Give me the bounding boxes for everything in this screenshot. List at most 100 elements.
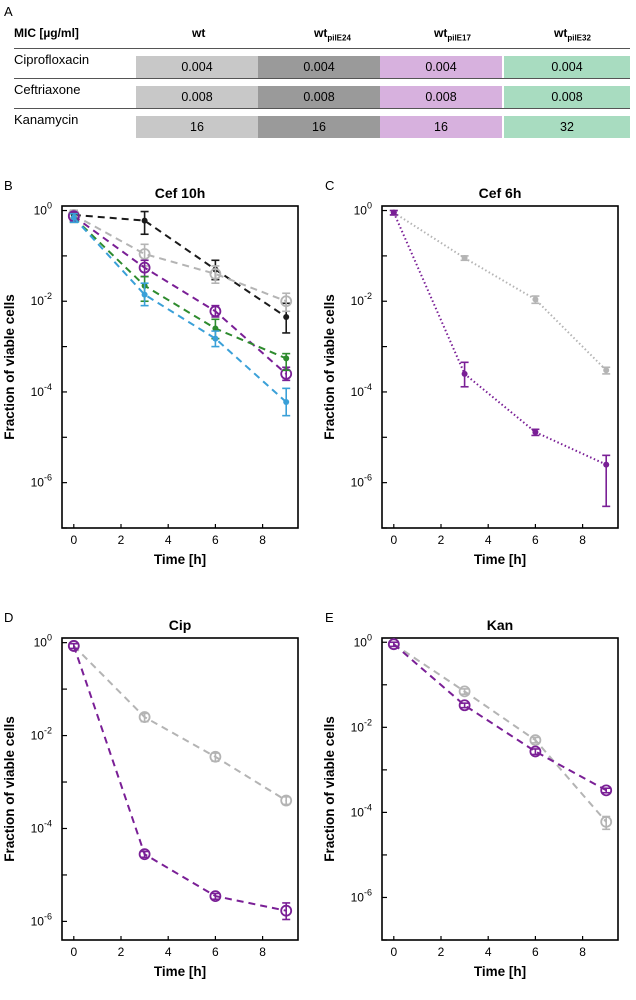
divider [14,78,630,79]
x-tick-label: 0 [390,533,397,547]
data-point [529,745,542,758]
panel-label-b: B [4,178,13,193]
column-header-wt: wt [192,26,206,40]
data-point [529,734,542,747]
data-point [600,784,613,797]
panel-label-a: A [4,4,13,19]
table-cell: 32 [504,116,630,138]
x-tick-label: 2 [438,533,445,547]
x-tick-label: 6 [212,533,219,547]
y-tick-label: 100 [354,201,372,218]
x-tick-label: 8 [259,533,266,547]
x-tick-label: 4 [485,533,492,547]
column-header-wt-pile24: wtpilE24 [314,26,351,43]
x-tick-label: 2 [438,945,445,959]
data-point [67,640,80,652]
y-tick-label: 100 [354,632,372,649]
x-tick-label: 2 [118,533,125,547]
plot-frame [61,637,299,941]
data-point [209,890,222,903]
y-tick-label: 10-4 [351,382,372,399]
data-point [70,214,77,221]
table-cell: 0.008 [504,86,630,108]
series-line [73,645,287,802]
data-point [603,461,610,468]
y-tick-label: 10-6 [31,911,52,928]
y-tick-label: 10-2 [31,726,52,743]
x-axis-label: Time [h] [154,552,206,567]
data-point [138,711,151,723]
column-header-wt-pile32: wtpilE32 [554,26,591,43]
y-tick-label: 10-6 [31,473,52,490]
column-header-wt-pile17: wtpilE17 [434,26,471,43]
table-cell: 0.004 [380,56,502,78]
data-point [280,794,293,807]
table-cell: 0.004 [504,56,630,78]
series-line [73,215,287,375]
x-tick-label: 0 [70,945,77,959]
table-cell: 0.008 [258,86,380,108]
x-tick-label: 4 [485,945,492,959]
data-point [141,217,148,224]
table-cell: 0.004 [258,56,380,78]
panel-label-d: D [4,610,14,625]
y-tick-label: 10-2 [351,291,372,308]
x-tick-label: 6 [212,945,219,959]
plot-frame [381,637,619,941]
series-line [73,216,287,403]
series-line [73,216,287,360]
y-tick-label: 10-2 [351,717,372,734]
chart-cip: Cip 0 2 4 6 8 100 10-2 10-4 10-6 Time [h] Fraction … [2,617,299,979]
data-point [212,325,219,332]
data-point [138,261,151,274]
divider [14,48,630,49]
table-cell: 0.004 [136,56,258,78]
y-axis-label: Fraction of viable cells [2,294,17,440]
series-line [392,212,607,466]
series-line [72,645,287,912]
plot-frame [61,205,299,529]
y-tick-label: 100 [34,633,52,650]
row-label-ceftriaxone: Ceftriaxone [14,82,81,97]
data-point [283,355,290,362]
x-axis-label: Time [h] [474,552,526,567]
row-label-ciprofloxacin: Ciprofloxacin [14,52,90,67]
series-line [393,643,607,823]
chart-cef-10h: Cef 10h 0 2 4 6 8 100 10-2 10-4 10-6 Time [h] Fract… [2,185,299,567]
series-line [393,643,607,792]
x-tick-label: 4 [165,945,172,959]
data-point [280,295,293,308]
x-axis-label: Time [h] [474,964,526,979]
table-header-mic: MIC [µg/ml] [14,26,79,40]
data-point [141,291,148,298]
data-point [387,638,400,651]
table-cell: 16 [136,116,258,138]
data-point [600,815,613,828]
data-point [138,248,151,260]
x-tick-label: 8 [579,945,586,959]
chart-title: Cef 10h [155,185,206,201]
x-tick-label: 6 [532,945,539,959]
x-tick-label: 0 [70,533,77,547]
data-point [532,296,539,303]
chart-title: Cef 6h [479,185,522,201]
chart-title: Kan [487,617,513,633]
series-line [73,213,287,318]
data-point [390,209,397,216]
panel-label-e: E [325,610,334,625]
panel-label-c: C [325,178,335,193]
y-tick-label: 10-4 [31,818,52,835]
mic-table: MIC [µg/ml] wt wtpilE24 wtpilE17 wtpilE3… [14,8,636,143]
table-cell: 0.008 [380,86,502,108]
row-label-kanamycin: Kanamycin [14,112,79,127]
table-cell: 16 [380,116,502,138]
y-tick-label: 10-6 [351,887,372,904]
x-tick-label: 6 [532,533,539,547]
y-axis-label: Fraction of viable cells [2,716,17,862]
y-axis-label: Fraction of viable cells [322,716,337,862]
data-point [283,313,290,320]
data-point [212,335,219,342]
data-point [280,904,293,917]
chart-cef-6h: Cef 6h 0 2 4 6 8 100 10-2 10-4 10-6 Time [h] Fracti… [322,185,619,567]
data-point [209,750,222,763]
